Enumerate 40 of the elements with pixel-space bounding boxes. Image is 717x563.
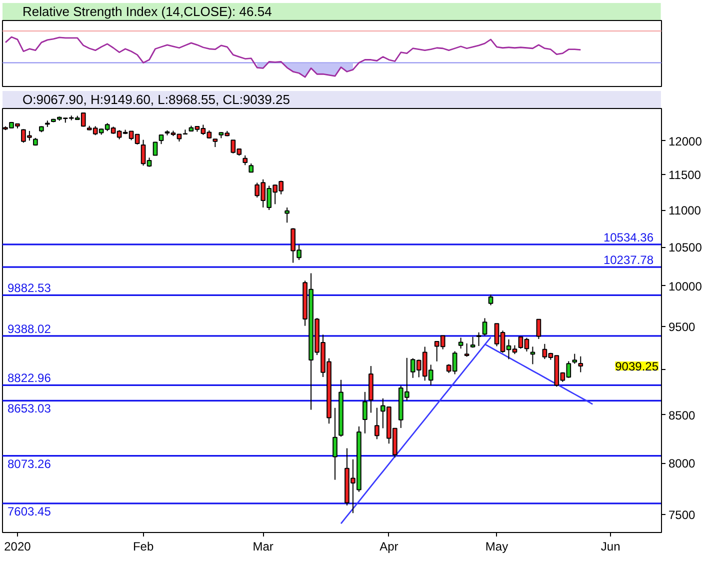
candlestick: [152, 141, 158, 156]
candlestick: [572, 353, 578, 364]
x-tick-label: May: [485, 540, 508, 554]
candlestick: [362, 391, 368, 434]
y-tick-label: 11000: [668, 204, 702, 218]
y-tick-label: 12000: [668, 134, 702, 148]
ref-line-label: 10534.36: [603, 230, 654, 244]
y-tick-label: 8000: [668, 456, 696, 471]
candlestick: [488, 294, 494, 306]
candlestick: [464, 342, 470, 358]
annotation: 9039.25: [615, 360, 659, 374]
ref-line-label: 8653.03: [8, 402, 52, 416]
ref-line-label: 10237.78: [603, 253, 654, 268]
candlestick: [458, 337, 464, 350]
candlestick: [578, 356, 584, 373]
candlestick: [242, 154, 248, 166]
y-tick-label: 7500: [668, 508, 696, 522]
y-tick-label: 10000: [668, 279, 702, 294]
y-tick-label: 10500: [668, 240, 702, 254]
candlestick: [482, 318, 488, 336]
chart-title: O:9067.90, H:9149.60, L:8968.55, CL:9039.25: [22, 92, 290, 107]
x-tick-label: Mar: [252, 540, 274, 554]
candlestick: [476, 332, 482, 346]
candlestick: [536, 318, 542, 340]
candlestick: [332, 407, 338, 480]
ref-line-label: 9388.02: [8, 322, 52, 336]
y-tick-label: 11500: [668, 168, 702, 182]
y-tick-label: 8500: [668, 408, 696, 422]
chart-title: Relative Strength Index (14,CLOSE): 46.54: [22, 4, 272, 19]
ref-line-label: 9882.53: [8, 281, 52, 296]
candlestick: [374, 407, 380, 440]
candlestick: [284, 207, 290, 224]
x-tick-label: Feb: [132, 540, 154, 554]
x-tick-label: Jun: [600, 540, 620, 554]
ref-line-label: 7603.45: [8, 504, 52, 518]
ref-line-label: 8822.96: [8, 371, 52, 386]
x-tick-label: Apr: [380, 540, 398, 554]
y-tick-label: 9500: [668, 320, 696, 334]
x-tick-label: 2020: [4, 540, 32, 554]
ref-line-label: 8073.26: [8, 456, 52, 471]
